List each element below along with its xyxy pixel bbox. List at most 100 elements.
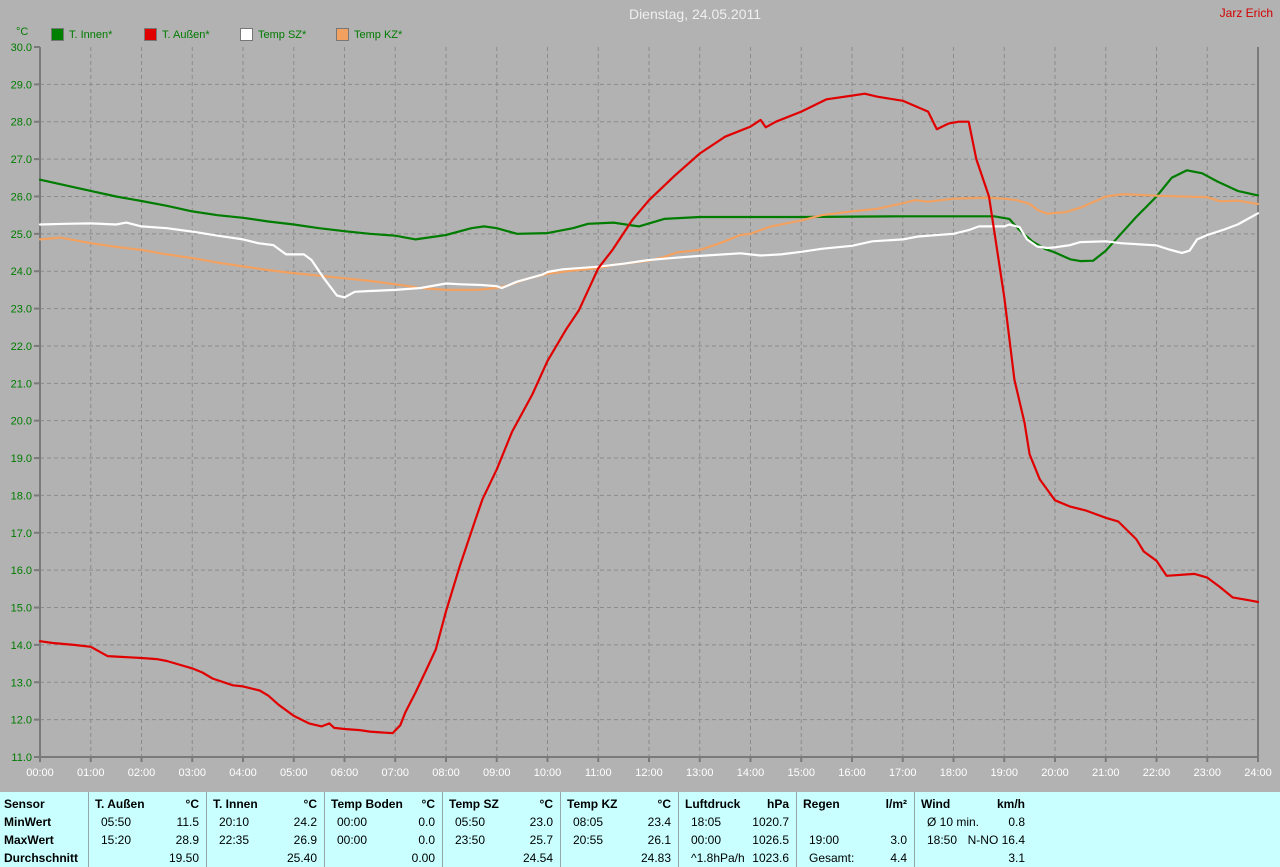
sensor-name: Temp Boden <box>331 797 403 811</box>
stats-row: 25.40 <box>207 849 324 867</box>
stats-group-header: Temp SZ °C <box>443 795 560 813</box>
legend-item-3[interactable]: Temp SZ* <box>240 28 306 41</box>
legend-swatch-icon <box>336 28 349 41</box>
stats-row: 08:05 23.4 <box>561 813 678 831</box>
stats-time-cell: 20:10 <box>219 815 250 829</box>
stats-row: 24.83 <box>561 849 678 867</box>
stats-time-cell: 18:50 <box>927 833 958 847</box>
series-line-temp-sz <box>38 212 1260 299</box>
stats-time-cell: 22:35 <box>219 833 250 847</box>
stats-row: 19.50 <box>89 849 206 867</box>
stats-time-cell <box>797 813 809 831</box>
stats-row-labels-column: Sensor MinWert MaxWert Durchschnitt <box>0 792 88 867</box>
sensor-unit: °C <box>539 797 553 811</box>
sensor-unit: l/m² <box>885 797 907 811</box>
page-title: Dienstag, 24.05.2011 <box>628 6 762 22</box>
y-tick-label: 26.0 <box>11 191 32 203</box>
legend-label: Temp KZ* <box>354 28 403 41</box>
legend-item-4[interactable]: Temp KZ* <box>336 28 402 41</box>
y-tick-label: 18.0 <box>11 490 32 502</box>
x-tick-label: 24:00 <box>1244 767 1272 779</box>
stats-row: 18:50 N-NO 16.4 <box>915 831 1032 849</box>
y-axis-unit-label: °C <box>16 26 29 38</box>
x-tick-label: 23:00 <box>1193 767 1221 779</box>
stats-group-luftdruck: Luftdruck hPa 18:05 1020.7 00:00 1026.5 ^1.8hP… <box>678 792 796 867</box>
stats-group-wind: Wind km/h Ø 10 min. 0.8 18:50 N-NO 16.4 3.1 <box>914 792 1032 867</box>
stats-group-temp-sz: Temp SZ °C 05:50 23.0 23:50 25.7 24.54 <box>442 792 560 867</box>
stats-row: 00:00 1026.5 <box>679 831 796 849</box>
stats-value-cell: 0.8 <box>1008 815 1025 829</box>
sensor-unit: km/h <box>996 797 1025 811</box>
x-tick-label: 17:00 <box>889 767 917 779</box>
stats-time-cell: 05:50 <box>455 815 486 829</box>
stats-time-cell: ^1.8hPa/h <box>691 851 745 865</box>
stats-time-cell <box>561 849 573 867</box>
stats-row: 0.00 <box>325 849 442 867</box>
y-tick-label: 11.0 <box>11 752 32 764</box>
stats-time-cell: 20:55 <box>573 833 604 847</box>
stats-time-cell: 00:00 <box>337 815 368 829</box>
stats-row: 19:00 3.0 <box>797 831 914 849</box>
x-tick-label: 05:00 <box>280 767 308 779</box>
legend-item-1[interactable]: T. Innen* <box>51 28 112 41</box>
stats-row: Ø 10 min. 0.8 <box>915 813 1032 831</box>
stats-row: 22:35 26.9 <box>207 831 324 849</box>
stats-time-cell <box>325 849 337 867</box>
y-tick-label: 17.0 <box>11 528 32 540</box>
stats-time-cell: Gesamt: <box>809 851 855 865</box>
stats-value-cell: 24.83 <box>640 851 671 865</box>
stats-row: 3.1 <box>915 849 1032 867</box>
stats-value-cell: 0.0 <box>418 815 435 829</box>
legend: T. Innen* T. Außen* Temp SZ* Temp KZ* <box>0 0 1280 46</box>
y-tick-label: 13.0 <box>11 677 32 689</box>
author-label: Jarz Erich <box>1219 6 1273 20</box>
stats-group-t-innen: T. Innen °C 20:10 24.2 22:35 26.9 25.40 <box>206 792 324 867</box>
x-tick-label: 13:00 <box>686 767 714 779</box>
y-tick-label: 12.0 <box>11 715 32 727</box>
stats-time-cell: 00:00 <box>337 833 368 847</box>
x-tick-label: 11:00 <box>585 767 612 779</box>
stats-row: 20:55 26.1 <box>561 831 678 849</box>
stats-row: Gesamt: 4.4 <box>797 849 914 867</box>
stats-time-cell: 05:50 <box>101 815 132 829</box>
stats-group-header: T. Innen °C <box>207 795 324 813</box>
stats-time-cell <box>915 849 927 867</box>
stats-row: 20:10 24.2 <box>207 813 324 831</box>
x-tick-label: 07:00 <box>381 767 409 779</box>
series-line-t-au-en <box>38 92 1260 735</box>
stats-group-header: T. Außen °C <box>89 795 206 813</box>
stats-group-header: Regen l/m² <box>797 795 914 813</box>
stats-row: 24.54 <box>443 849 560 867</box>
stats-row: 23:50 25.7 <box>443 831 560 849</box>
x-tick-label: 01:00 <box>77 767 105 779</box>
x-tick-label: 02:00 <box>128 767 156 779</box>
stats-value-cell: 1023.6 <box>752 851 789 865</box>
legend-swatch-icon <box>144 28 157 41</box>
sensor-unit: °C <box>421 797 435 811</box>
y-tick-label: 20.0 <box>11 416 32 428</box>
x-tick-label: 16:00 <box>838 767 866 779</box>
stats-time-cell: 19:00 <box>809 833 840 847</box>
stats-row: 00:00 0.0 <box>325 831 442 849</box>
stats-row-label: MinWert <box>4 815 52 829</box>
legend-item-2[interactable]: T. Außen* <box>144 28 210 41</box>
x-tick-label: 14:00 <box>737 767 765 779</box>
stats-row: 15:20 28.9 <box>89 831 206 849</box>
stats-group-temp-kz: Temp KZ °C 08:05 23.4 20:55 26.1 24.83 <box>560 792 678 867</box>
stats-row: ^1.8hPa/h 1023.6 <box>679 849 796 867</box>
stats-group-header: Temp KZ °C <box>561 795 678 813</box>
stats-row: 05:50 11.5 <box>89 813 206 831</box>
x-tick-label: 12:00 <box>635 767 663 779</box>
stats-time-cell <box>207 849 219 867</box>
y-tick-label: 30.0 <box>11 42 32 54</box>
stats-value-cell: 26.9 <box>293 833 317 847</box>
sensor-name: Temp KZ <box>567 797 618 811</box>
stats-row-label: MaxWert <box>4 833 54 847</box>
y-tick-label: 25.0 <box>11 229 32 241</box>
stats-value-cell: 28.9 <box>175 833 199 847</box>
legend-label: T. Außen* <box>162 28 210 41</box>
x-tick-label: 04:00 <box>229 767 257 779</box>
stats-value-cell: 1026.5 <box>752 833 789 847</box>
sensor-name: T. Innen <box>213 797 258 811</box>
